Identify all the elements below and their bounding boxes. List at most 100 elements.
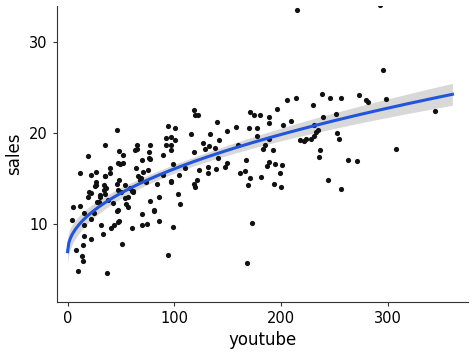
Point bbox=[100, 182, 107, 188]
Point bbox=[96, 192, 104, 198]
Point bbox=[262, 142, 269, 148]
Point bbox=[145, 149, 153, 155]
Point bbox=[121, 182, 129, 188]
Point bbox=[269, 148, 277, 153]
Point bbox=[150, 207, 157, 213]
Point bbox=[138, 157, 146, 163]
Point bbox=[315, 154, 323, 160]
Point bbox=[257, 175, 264, 180]
Point bbox=[169, 161, 177, 166]
Point bbox=[68, 217, 76, 223]
Point bbox=[93, 169, 100, 175]
Point bbox=[109, 201, 117, 206]
Point bbox=[214, 119, 221, 125]
Point bbox=[118, 241, 125, 247]
Point bbox=[138, 222, 146, 228]
Point bbox=[212, 166, 219, 171]
Point bbox=[129, 189, 137, 194]
Point bbox=[242, 157, 250, 163]
Point bbox=[259, 146, 267, 152]
Point bbox=[194, 112, 201, 118]
Point bbox=[319, 92, 326, 97]
Point bbox=[84, 195, 91, 200]
Point bbox=[191, 107, 198, 113]
Point bbox=[273, 106, 281, 112]
Point bbox=[79, 258, 86, 263]
Point bbox=[100, 231, 107, 237]
Point bbox=[287, 119, 295, 124]
Point bbox=[76, 203, 84, 209]
Point bbox=[199, 140, 207, 146]
Point bbox=[171, 125, 179, 131]
Point bbox=[76, 170, 83, 175]
Point bbox=[103, 271, 110, 276]
Point bbox=[153, 181, 161, 187]
Point bbox=[335, 136, 342, 141]
Point bbox=[122, 201, 130, 207]
Point bbox=[354, 158, 361, 164]
Point bbox=[241, 168, 248, 174]
Point bbox=[211, 146, 219, 151]
Point bbox=[102, 185, 110, 191]
Point bbox=[312, 129, 320, 135]
Point bbox=[214, 155, 222, 160]
Point bbox=[135, 173, 142, 178]
Point bbox=[283, 97, 291, 103]
Point bbox=[248, 220, 256, 226]
Point bbox=[100, 187, 108, 192]
Point bbox=[80, 233, 88, 238]
Point bbox=[223, 128, 230, 133]
Point bbox=[101, 142, 109, 148]
Point bbox=[95, 200, 102, 205]
Point bbox=[319, 115, 327, 120]
Point bbox=[316, 147, 324, 153]
Point bbox=[296, 137, 303, 143]
Point bbox=[215, 138, 223, 143]
Point bbox=[146, 156, 154, 162]
Point bbox=[126, 185, 134, 190]
Point bbox=[117, 161, 124, 167]
Point bbox=[129, 190, 137, 195]
Point bbox=[121, 195, 128, 201]
Point bbox=[264, 163, 271, 169]
Point bbox=[132, 165, 140, 171]
Y-axis label: sales: sales bbox=[6, 132, 24, 175]
Point bbox=[115, 148, 122, 153]
Point bbox=[139, 170, 146, 175]
Point bbox=[364, 99, 372, 105]
Point bbox=[234, 142, 242, 148]
Point bbox=[84, 153, 91, 159]
Point bbox=[162, 135, 169, 141]
Point bbox=[128, 189, 136, 194]
Point bbox=[379, 67, 387, 73]
Point bbox=[117, 189, 125, 195]
Point bbox=[256, 112, 264, 118]
Point bbox=[243, 260, 250, 266]
Point bbox=[87, 236, 95, 242]
Point bbox=[337, 186, 345, 192]
Point bbox=[146, 142, 154, 148]
Point bbox=[91, 210, 98, 216]
X-axis label: youtube: youtube bbox=[228, 332, 297, 349]
Point bbox=[201, 147, 209, 152]
Point bbox=[293, 7, 301, 13]
Point bbox=[162, 142, 170, 148]
Point bbox=[355, 92, 363, 98]
Point bbox=[94, 199, 101, 205]
Point bbox=[276, 170, 283, 176]
Point bbox=[206, 131, 213, 136]
Point bbox=[92, 179, 100, 185]
Point bbox=[104, 198, 112, 203]
Point bbox=[195, 167, 202, 173]
Point bbox=[143, 221, 151, 227]
Point bbox=[87, 172, 95, 178]
Point bbox=[133, 142, 141, 148]
Point bbox=[110, 222, 118, 228]
Point bbox=[137, 176, 145, 181]
Point bbox=[159, 173, 167, 178]
Point bbox=[115, 218, 123, 224]
Point bbox=[265, 136, 273, 141]
Point bbox=[80, 222, 88, 228]
Point bbox=[113, 127, 120, 132]
Point bbox=[324, 177, 331, 182]
